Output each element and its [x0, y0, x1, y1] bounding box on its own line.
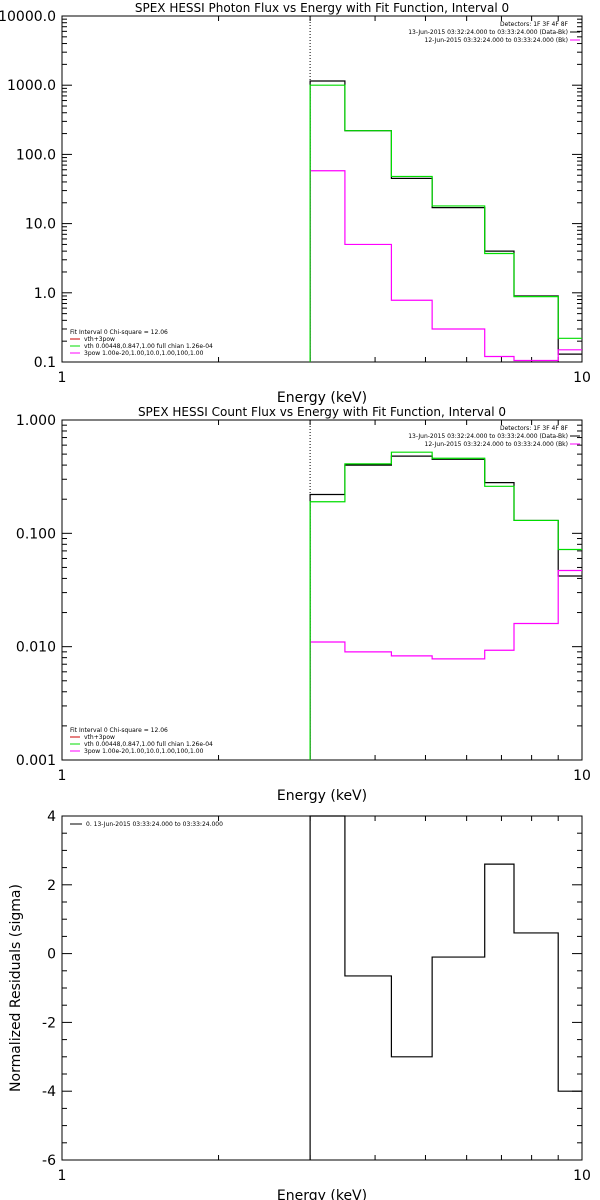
series-line-2: [309, 170, 582, 362]
y-tick-label: 0.010: [16, 640, 56, 656]
series-line-1: [309, 455, 582, 760]
legend-bottom-text: 3pow 1.00e-20,1.00,10.0,1.00,100,1.00: [84, 748, 204, 755]
legend-top-text: 0. 13-Jun-2015 03:33:24.000 to 03:33:24.…: [86, 821, 223, 828]
panel-2: SPEX HESSI Count Flux vs Energy with Fit…: [16, 405, 591, 804]
y-tick-label: 10000.0: [0, 9, 56, 25]
axes-frame: [61, 815, 583, 1161]
y-tick-label: -2: [42, 1015, 56, 1031]
legend-bottom-text: Fit Interval 0 Chi-square = 12.06: [70, 727, 168, 734]
y-tick-label: 0.100: [16, 526, 56, 542]
legend-top-text: 13-Jun-2015 03:32:24.000 to 03:33:24.000…: [408, 29, 568, 36]
y-tick-label: 0.001: [16, 753, 56, 769]
x-tick-label: 1: [58, 370, 67, 386]
legend-top-text: 12-Jun-2015 03:32:24.000 to 03:33:24.000…: [425, 37, 568, 44]
series-line-3: [309, 451, 582, 760]
series-line-1: [309, 815, 582, 1160]
legend-bottom-text: vth 0.00448,0.847,1.00 full chian 1.26e-…: [84, 343, 213, 350]
legend-bottom-text: Fit Interval 0 Chi-square = 12.06: [70, 329, 168, 336]
y-tick-label: 10.0: [25, 217, 56, 233]
legend-top-text: 12-Jun-2015 03:32:24.000 to 03:33:24.000…: [425, 441, 568, 448]
legend-top-text: Detectors: 1F 3F 4F 8F: [500, 425, 569, 432]
x-tick-label: 10: [573, 370, 591, 386]
chart-title: SPEX HESSI Photon Flux vs Energy with Fi…: [135, 1, 509, 15]
x-tick-label: 10: [573, 1168, 591, 1184]
legend-bottom-text: 3pow 1.00e-20,1.00,10.0,1.00,100,1.00: [84, 350, 204, 357]
y-tick-label: 0.1: [34, 355, 56, 371]
panel-3: 1 10 -6 -4 -2 0 2 4 Energy (keV) Normalized Resid…: [8, 809, 591, 1200]
x-tick-label: 1: [58, 768, 67, 784]
series-line-2: [309, 569, 582, 760]
panel-1: SPEX HESSI Photon Flux vs Energy with Fi…: [0, 1, 591, 406]
x-tick-label: 1: [58, 1168, 67, 1184]
x-axis-label: Energy (keV): [277, 788, 367, 804]
y-tick-label: 2: [47, 878, 56, 894]
x-axis-label: Energy (keV): [277, 1188, 367, 1200]
series-line-3: [309, 84, 582, 362]
x-axis-label: Energy (keV): [277, 390, 367, 406]
legend-top-text: Detectors: 1F 3F 4F 8F: [500, 21, 569, 28]
series-line-1: [309, 80, 582, 362]
axes-frame: [61, 419, 583, 761]
axes-frame: [61, 15, 583, 363]
legend-top-text: 13-Jun-2015 03:32:24.000 to 03:33:24.000…: [408, 433, 568, 440]
y-tick-label: 1.0: [34, 286, 56, 302]
y-tick-label: 100.0: [16, 147, 56, 163]
y-tick-label: 4: [47, 809, 56, 825]
y-tick-label: 1000.0: [7, 78, 56, 94]
y-tick-label: 1.000: [16, 413, 56, 429]
y-axis-label: Normalized Residuals (sigma): [8, 884, 24, 1092]
y-tick-label: -6: [42, 1153, 56, 1169]
chart-title: SPEX HESSI Count Flux vs Energy with Fit…: [138, 405, 506, 419]
legend-bottom-text: vth+3pow: [84, 336, 115, 343]
y-tick-label: 0: [47, 947, 56, 963]
y-tick-label: -4: [42, 1084, 56, 1100]
legend-bottom-text: vth 0.00448,0.847,1.00 full chian 1.26e-…: [84, 741, 213, 748]
legend-bottom-text: vth+3pow: [84, 734, 115, 741]
x-tick-label: 10: [573, 768, 591, 784]
